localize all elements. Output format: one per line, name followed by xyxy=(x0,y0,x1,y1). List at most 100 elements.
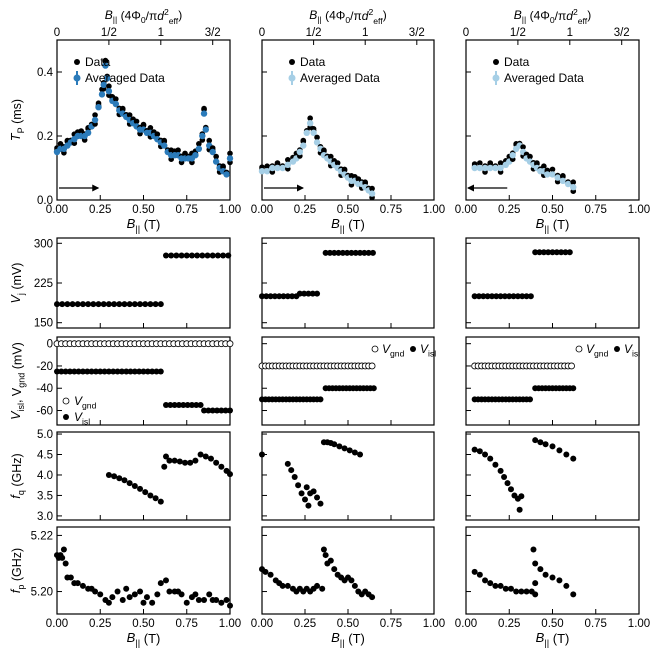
data-point xyxy=(339,249,346,256)
data-point xyxy=(105,368,112,375)
data-point xyxy=(556,447,563,454)
averaged-data-point xyxy=(91,116,99,124)
panel-Tp-right: 0.00 0.25 0.50 0.75 1.00 B|| (T) Data Averaged … xyxy=(455,7,650,234)
data-point xyxy=(183,252,190,259)
top-tick-label: 1/2 xyxy=(101,27,117,39)
data-point xyxy=(501,293,508,300)
data-point xyxy=(66,368,73,375)
data-point xyxy=(259,451,265,458)
data-point xyxy=(100,301,107,308)
data-point xyxy=(126,594,133,601)
y-tick-label: 0.0 xyxy=(37,195,53,207)
data-point xyxy=(352,249,359,256)
data-point xyxy=(369,249,376,256)
data-point xyxy=(183,599,190,606)
y-tick-label: 5.22 xyxy=(31,530,53,542)
data-point xyxy=(199,252,206,259)
data-point xyxy=(166,588,173,595)
data-point xyxy=(197,451,204,458)
y-tick-label: 5.20 xyxy=(31,587,53,599)
data-point xyxy=(206,591,213,598)
averaged-data-point xyxy=(202,126,209,133)
data-point xyxy=(182,459,189,466)
data-point xyxy=(193,401,200,408)
averaged-data-point xyxy=(549,171,556,178)
data-point xyxy=(346,447,353,454)
data-point xyxy=(166,457,173,464)
x-tick-label: 0.50 xyxy=(541,618,563,630)
x-axis-label: B|| (T) xyxy=(331,630,365,648)
x-tick-label: 0.25 xyxy=(498,204,520,216)
data-point xyxy=(74,580,81,587)
averaged-data-point xyxy=(481,164,489,172)
data-point xyxy=(570,385,577,392)
y-tick-label: 4.5 xyxy=(37,450,53,462)
data-point xyxy=(149,599,156,606)
y-tick-label: 225 xyxy=(34,278,53,290)
averaged-data-point xyxy=(209,148,216,156)
data-point xyxy=(322,249,329,256)
averaged-data-point xyxy=(564,180,572,188)
data-point xyxy=(220,163,226,169)
averaged-data-point xyxy=(105,88,113,95)
averaged-data-point xyxy=(102,62,109,69)
legend-data-marker xyxy=(74,59,80,65)
data-point xyxy=(105,471,112,478)
data-point xyxy=(62,560,69,567)
data-point xyxy=(305,290,312,297)
data-point xyxy=(476,448,483,455)
data-point xyxy=(298,490,305,497)
averaged-data-point xyxy=(559,177,567,184)
data-point xyxy=(227,602,233,609)
data-point xyxy=(497,582,504,589)
data-point xyxy=(514,293,521,300)
data-point xyxy=(493,293,500,300)
data-point xyxy=(126,112,133,118)
legend-label: Averaged Data xyxy=(504,71,584,85)
averaged-data-point xyxy=(487,164,494,172)
data-point xyxy=(284,460,291,467)
averaged-data-point xyxy=(258,168,266,175)
averaged-data-point xyxy=(161,142,168,149)
data-point xyxy=(62,368,69,375)
averaged-data-point xyxy=(306,120,314,127)
averaged-data-point xyxy=(497,164,504,172)
data-point xyxy=(97,368,104,375)
data-point xyxy=(140,599,147,606)
x-tick-label: 0.75 xyxy=(585,618,607,630)
x-tick-label: 1.00 xyxy=(423,204,445,216)
data-point xyxy=(209,407,216,414)
data-point xyxy=(285,157,291,163)
averaged-data-point xyxy=(279,164,286,172)
x-axis-label: B|| (T) xyxy=(536,216,570,234)
data-point xyxy=(116,475,123,482)
legend-label: Vgnd xyxy=(382,342,405,359)
data-point xyxy=(127,368,134,375)
data-point xyxy=(192,457,199,464)
data-point xyxy=(119,105,126,112)
legend-isl-marker xyxy=(410,346,416,352)
data-point xyxy=(510,293,517,300)
data-point xyxy=(563,582,570,589)
data-point xyxy=(54,368,60,375)
data-point xyxy=(171,457,178,464)
x-tick-label: 0.50 xyxy=(541,204,563,216)
data-point xyxy=(570,455,577,462)
data-point xyxy=(79,301,86,308)
averaged-data-point xyxy=(554,174,561,181)
y-tick-label: -40 xyxy=(36,383,53,395)
data-point xyxy=(88,368,95,375)
data-point xyxy=(527,396,534,403)
y-tick-label: 4.0 xyxy=(37,470,53,482)
data-point xyxy=(226,340,234,348)
data-point xyxy=(142,489,149,496)
data-point xyxy=(280,293,287,300)
data-point xyxy=(541,163,547,169)
data-point xyxy=(140,121,147,128)
data-point xyxy=(187,459,194,466)
data-point xyxy=(114,368,121,375)
data-point xyxy=(520,144,526,150)
averaged-data-point xyxy=(492,164,499,172)
data-point xyxy=(542,571,549,578)
data-point xyxy=(131,483,138,490)
